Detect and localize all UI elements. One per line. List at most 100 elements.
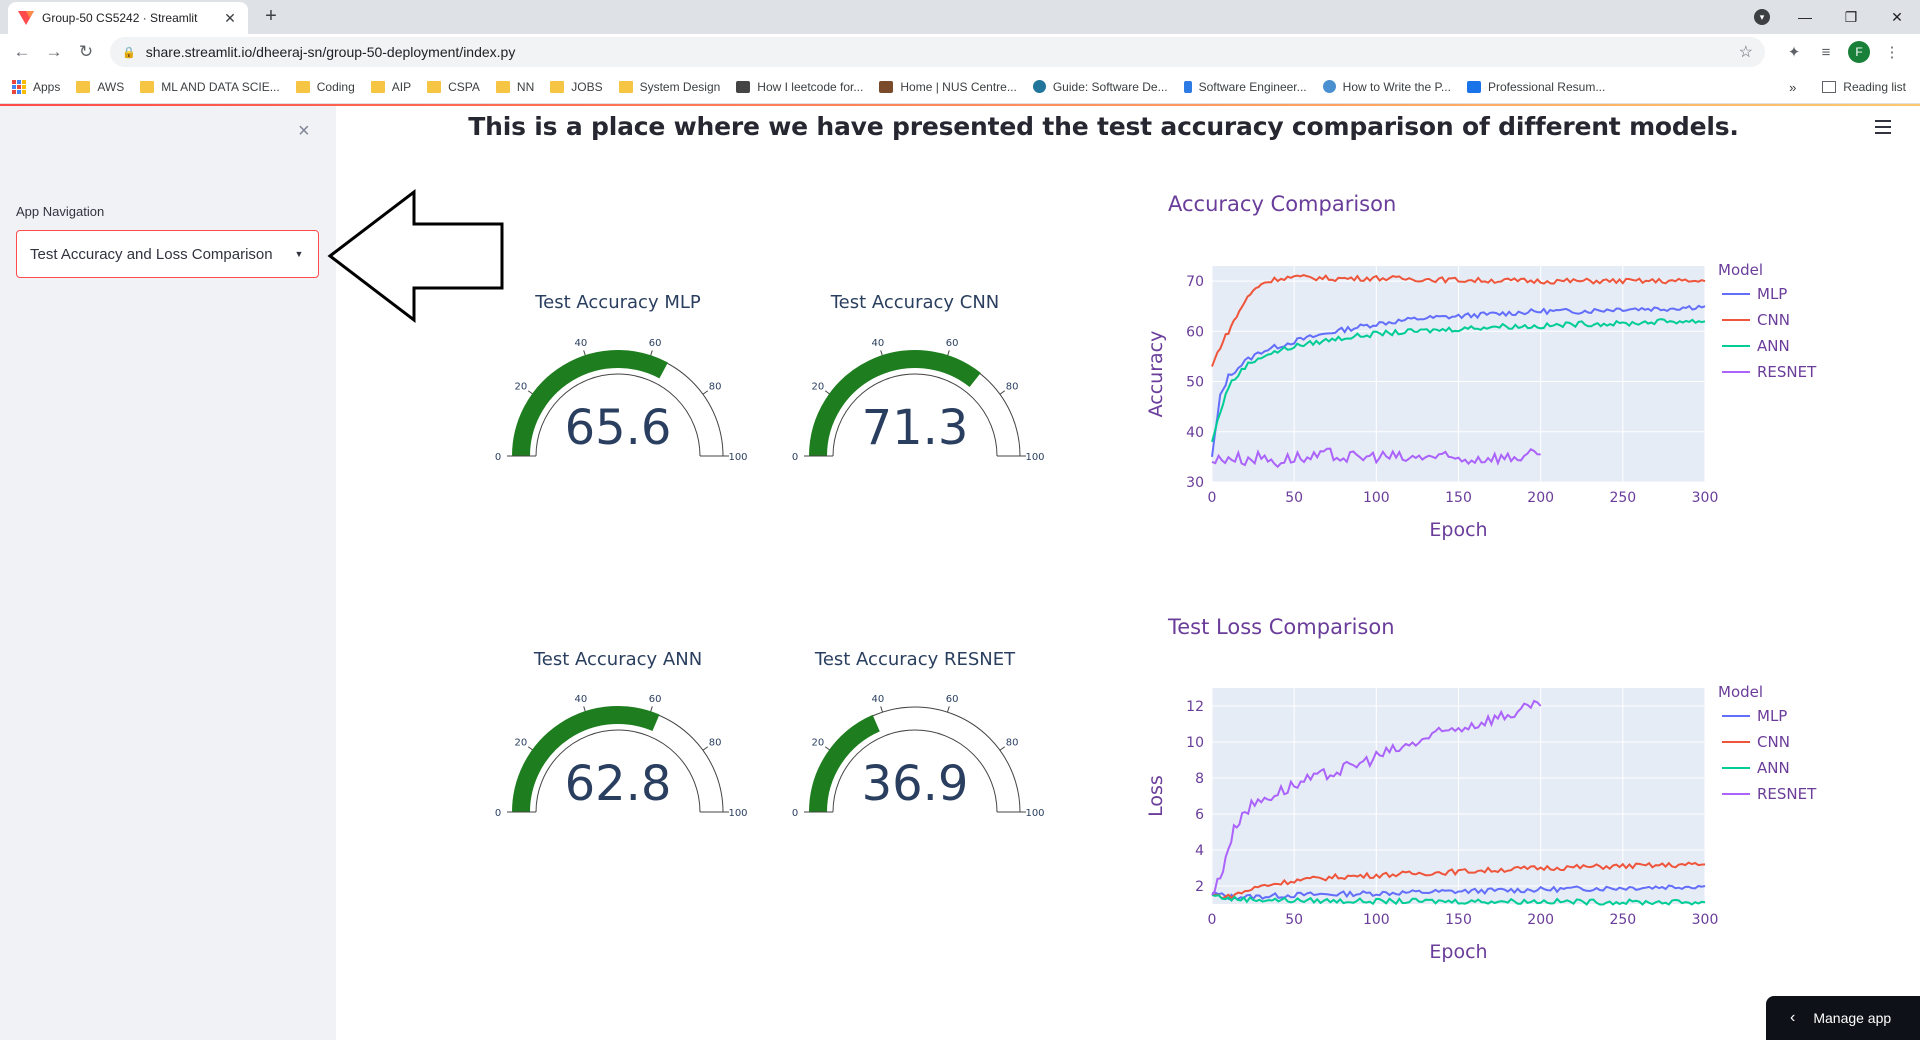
extension-icons: ✦ ≡ F ⋮ <box>1778 37 1908 67</box>
hamburger-menu-icon[interactable] <box>1875 120 1891 138</box>
bookmark-item[interactable]: How to Write the P... <box>1322 79 1451 94</box>
gauge-inner-outline <box>535 729 701 813</box>
browser-menu-icon[interactable]: ⋮ <box>1884 44 1900 61</box>
page-title: This is a place where we have presented … <box>468 112 1739 141</box>
y-tick-label: 40 <box>1186 425 1204 441</box>
streamlit-top-decoration <box>0 104 1920 106</box>
gauge-cnn: 0 20 40 60 80 100 71.3 <box>792 338 1045 463</box>
gauge-title-ann: Test Accuracy ANN <box>533 649 703 670</box>
gauge-tick-label: 60 <box>946 694 959 705</box>
bookmark-apps[interactable]: Apps <box>12 79 60 94</box>
bookmark-item[interactable]: Guide: Software De... <box>1032 80 1168 94</box>
gauge-tick-label: 100 <box>728 452 747 463</box>
bookmark-item[interactable]: Professional Resum... <box>1466 80 1605 94</box>
gauge-tick-label: 20 <box>515 737 528 748</box>
folder-icon <box>618 80 633 93</box>
bookmark-item[interactable]: Home | NUS Centre... <box>879 80 1017 94</box>
window-close-icon[interactable]: ✕ <box>1891 8 1903 25</box>
extensions-puzzle-icon[interactable]: ✦ <box>1787 44 1801 61</box>
bookmarks-bar: Apps AWS ML AND DATA SCIE... Coding AIP … <box>0 70 1920 104</box>
x-tick-label: 50 <box>1285 912 1303 928</box>
bookmark-item[interactable]: ML AND DATA SCIE... <box>140 79 280 94</box>
bookmark-label: How to Write the P... <box>1342 79 1451 94</box>
gauge-resnet: 0 20 40 60 80 100 36.9 <box>792 694 1045 819</box>
legend-item-mlp[interactable]: MLP <box>1757 707 1787 725</box>
more-bookmarks-icon[interactable]: » <box>1789 79 1797 95</box>
lock-icon[interactable]: 🔒 <box>122 46 136 59</box>
gauge-tick-label: 20 <box>812 381 825 392</box>
folder-icon <box>76 80 91 93</box>
y-tick-label: 12 <box>1186 699 1204 715</box>
accuracy-chart: 0 50 100 150 200 250 300 30 40 50 60 70 Epoch Accurac… <box>1145 261 1817 541</box>
gauge-tick-label: 0 <box>495 452 501 463</box>
bookmark-label: System Design <box>639 79 721 94</box>
gauge-tick-label: 80 <box>1006 381 1019 392</box>
gauge-tick <box>946 706 950 713</box>
back-icon[interactable]: ← <box>13 42 31 61</box>
x-tick-label: 0 <box>1208 490 1217 506</box>
bookmark-label: ML AND DATA SCIE... <box>161 79 280 94</box>
bookmarks-right: » Reading list <box>1789 70 1906 104</box>
legend-item-resnet[interactable]: RESNET <box>1757 785 1817 803</box>
legend-title: Model <box>1718 683 1763 701</box>
chevron-down-icon[interactable]: ▼ <box>294 249 304 259</box>
y-tick-label: 60 <box>1186 324 1204 340</box>
gauge-tick <box>702 390 709 395</box>
bookmark-item[interactable]: How I leetcode for... <box>736 80 863 94</box>
bookmark-item[interactable]: Coding <box>295 79 355 94</box>
x-tick-label: 50 <box>1285 490 1303 506</box>
sidebar: × App Navigation Test Accuracy and Loss … <box>0 106 336 1040</box>
legend-item-cnn[interactable]: CNN <box>1757 733 1790 751</box>
gauge-title-resnet: Test Accuracy RESNET <box>814 649 1016 670</box>
gauge-tick <box>999 390 1006 395</box>
bookmark-item[interactable]: CSPA <box>427 80 480 94</box>
new-tab-icon[interactable]: + <box>265 5 277 27</box>
restore-icon[interactable]: ❐ <box>1844 8 1858 25</box>
gauge-ann: 0 20 40 60 80 100 62.8 <box>495 694 748 819</box>
forward-icon[interactable]: → <box>45 42 63 61</box>
bookmark-item[interactable]: Software Engineer... <box>1183 80 1307 94</box>
legend-item-resnet[interactable]: RESNET <box>1757 363 1817 381</box>
bookmark-item[interactable]: AWS <box>76 80 124 94</box>
accuracy-chart-title: Accuracy Comparison <box>1168 192 1397 216</box>
y-tick-label: 8 <box>1195 771 1204 787</box>
folder-icon <box>140 80 155 93</box>
profile-avatar[interactable]: F <box>1848 41 1870 63</box>
gauge-tick-label: 80 <box>709 737 722 748</box>
reading-list-button[interactable]: Reading list <box>1843 80 1906 94</box>
legend-item-ann[interactable]: ANN <box>1757 759 1790 777</box>
y-tick-label: 70 <box>1186 274 1204 290</box>
browser-tab[interactable]: Group-50 CS5242 · Streamlit ✕ <box>8 2 248 34</box>
bookmark-star-icon[interactable]: ☆ <box>1738 44 1753 61</box>
legend-item-ann[interactable]: ANN <box>1757 337 1790 355</box>
bookmark-item[interactable]: System Design <box>618 79 721 94</box>
bookmark-item[interactable]: JOBS <box>550 79 603 94</box>
bookmark-label: AWS <box>97 79 125 94</box>
y-axis-label: Accuracy <box>1145 331 1167 418</box>
address-bar[interactable]: 🔒 share.streamlit.io/dheeraj-sn/group-50… <box>110 37 1765 67</box>
minimize-icon[interactable]: — <box>1798 9 1812 25</box>
streamlit-favicon-icon <box>18 10 34 26</box>
series-line-ann <box>1211 318 1706 443</box>
legend-item-mlp[interactable]: MLP <box>1757 285 1787 303</box>
series-line-mlp <box>1211 884 1706 901</box>
x-tick-label: 150 <box>1445 912 1472 928</box>
tab-search-icon[interactable]: ▾ <box>1754 9 1770 25</box>
gauge-tick <box>999 746 1006 751</box>
gauge-tick-label: 0 <box>792 808 798 819</box>
gauge-tick-label: 60 <box>649 338 662 349</box>
bookmark-item[interactable]: AIP <box>370 80 411 94</box>
bookmark-label: JOBS <box>571 79 603 94</box>
tab-close-icon[interactable]: ✕ <box>224 9 236 26</box>
app-navigation-select[interactable]: Test Accuracy and Loss Comparison ▼ <box>16 230 319 278</box>
x-axis-label: Epoch <box>1429 519 1487 541</box>
reload-icon[interactable]: ↻ <box>78 42 94 61</box>
url-text: share.streamlit.io/dheeraj-sn/group-50-d… <box>145 44 516 60</box>
bookmark-item[interactable]: NN <box>495 80 534 94</box>
legend-title: Model <box>1718 261 1763 279</box>
manage-app-button[interactable]: ‹ Manage app <box>1766 996 1920 1040</box>
sidebar-close-icon[interactable]: × <box>298 120 310 142</box>
media-queue-icon[interactable]: ≡ <box>1821 43 1831 61</box>
bookmark-label: Coding <box>316 79 355 94</box>
legend-item-cnn[interactable]: CNN <box>1757 311 1790 329</box>
